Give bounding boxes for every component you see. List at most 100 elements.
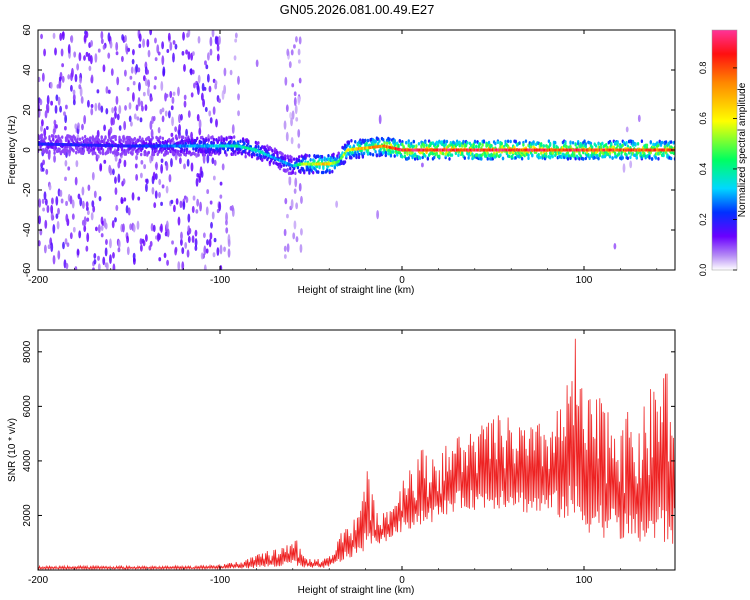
heatmap-cell [331,169,334,174]
heatmap-cell [634,142,637,146]
heatmap-cell [211,157,215,165]
heatmap-cell [166,48,170,53]
heatmap-cell [90,148,93,152]
heatmap-cell [383,141,386,146]
heatmap-cell [112,251,115,259]
heatmap-cell [200,170,204,178]
heatmap-cell [375,153,379,157]
heatmap-cell [181,247,185,255]
heatmap-cell [122,178,126,185]
heatmap-cell [662,151,665,155]
heatmap-cell [72,226,76,233]
heatmap-cell [247,139,250,144]
heatmap-cell [283,245,287,252]
heatmap-cell [424,140,427,145]
heatmap-cell [158,257,162,262]
heatmap-cell [46,204,50,214]
heatmap-cell [87,145,91,150]
heatmap-cell [149,120,153,130]
heatmap-cell [605,143,608,147]
heatmap-cell [212,175,216,181]
heatmap-cell [554,140,557,145]
heatmap-cell [227,248,231,258]
spectrogram-x-label: Height of straight line (km) [298,285,415,296]
heatmap-cell [165,220,169,231]
heatmap-cell [374,149,377,154]
heatmap-cell [48,149,51,154]
heatmap-cell [43,191,47,201]
heatmap-cell [290,159,293,164]
heatmap-cell [629,155,632,160]
snr-x-label: Height of straight line (km) [298,585,415,596]
heatmap-cell [177,216,181,226]
heatmap-cell [376,141,380,146]
heatmap-cell [248,153,251,157]
heatmap-cell [371,152,375,157]
heatmap-cell [588,156,591,161]
heatmap-cell [625,153,628,157]
heatmap-cell [158,178,162,186]
heatmap-cell [141,105,144,112]
heatmap-cell [61,135,64,139]
heatmap-cell [143,75,146,82]
heatmap-cell [299,169,302,174]
heatmap-cell [69,232,73,240]
heatmap-cell [164,146,167,151]
heatmap-cell [420,144,423,149]
heatmap-cell [669,140,673,144]
heatmap-cell [616,144,619,148]
heatmap-cell [379,147,382,152]
heatmap-cell [38,198,42,208]
heatmap-cell [115,41,119,52]
heatmap-cell [285,131,289,142]
heatmap-cell [514,139,517,144]
heatmap-cell [601,141,604,146]
heatmap-cell [198,119,202,129]
heatmap-cell [191,205,195,214]
heatmap-cell [52,32,56,39]
heatmap-cell [354,139,357,144]
heatmap-cell [103,159,107,164]
heatmap-cell [207,138,210,142]
snr-series-line [38,338,675,570]
heatmap-cell [169,90,173,99]
heatmap-cell [203,152,207,157]
heatmap-cell [495,152,498,157]
heatmap-cell [294,177,298,188]
heatmap-cell [40,133,44,137]
heatmap-cell [137,138,140,143]
heatmap-cell [52,138,55,142]
heatmap-cell [202,232,206,239]
colorbar-frame [711,29,738,271]
heatmap-cell [205,248,209,254]
heatmap-cell [286,243,290,253]
heatmap-cell [83,114,87,125]
heatmap-cell [59,32,63,41]
heatmap-cell [545,151,548,156]
heatmap-cell [205,64,209,70]
colorbar: 0.0 0.2 0.4 0.6 0.8 Normalized spectral ampl… [698,29,748,276]
heatmap-cell [74,266,78,270]
heatmap-cell [216,247,220,256]
heatmap-cell [100,225,104,232]
heatmap-cell [211,211,215,220]
heatmap-cell [147,49,151,58]
heatmap-cell [441,151,445,156]
heatmap-cell [83,55,86,61]
heatmap-cell [81,186,85,196]
heatmap-cell [225,153,228,157]
heatmap-cell [636,142,640,146]
heatmap-cell [522,143,525,147]
heatmap-cell [47,244,51,250]
heatmap-cell [317,170,320,174]
heatmap-cell [223,246,226,252]
heatmap-cell [569,140,572,144]
heatmap-cell [85,245,89,252]
x-tick-label: -100 [210,575,230,586]
heatmap-cell [91,172,95,181]
heatmap-cell [63,151,66,156]
heatmap-cell [637,114,641,123]
heatmap-cell [156,44,160,54]
heatmap-cell [527,156,530,160]
heatmap-cell [292,232,296,240]
